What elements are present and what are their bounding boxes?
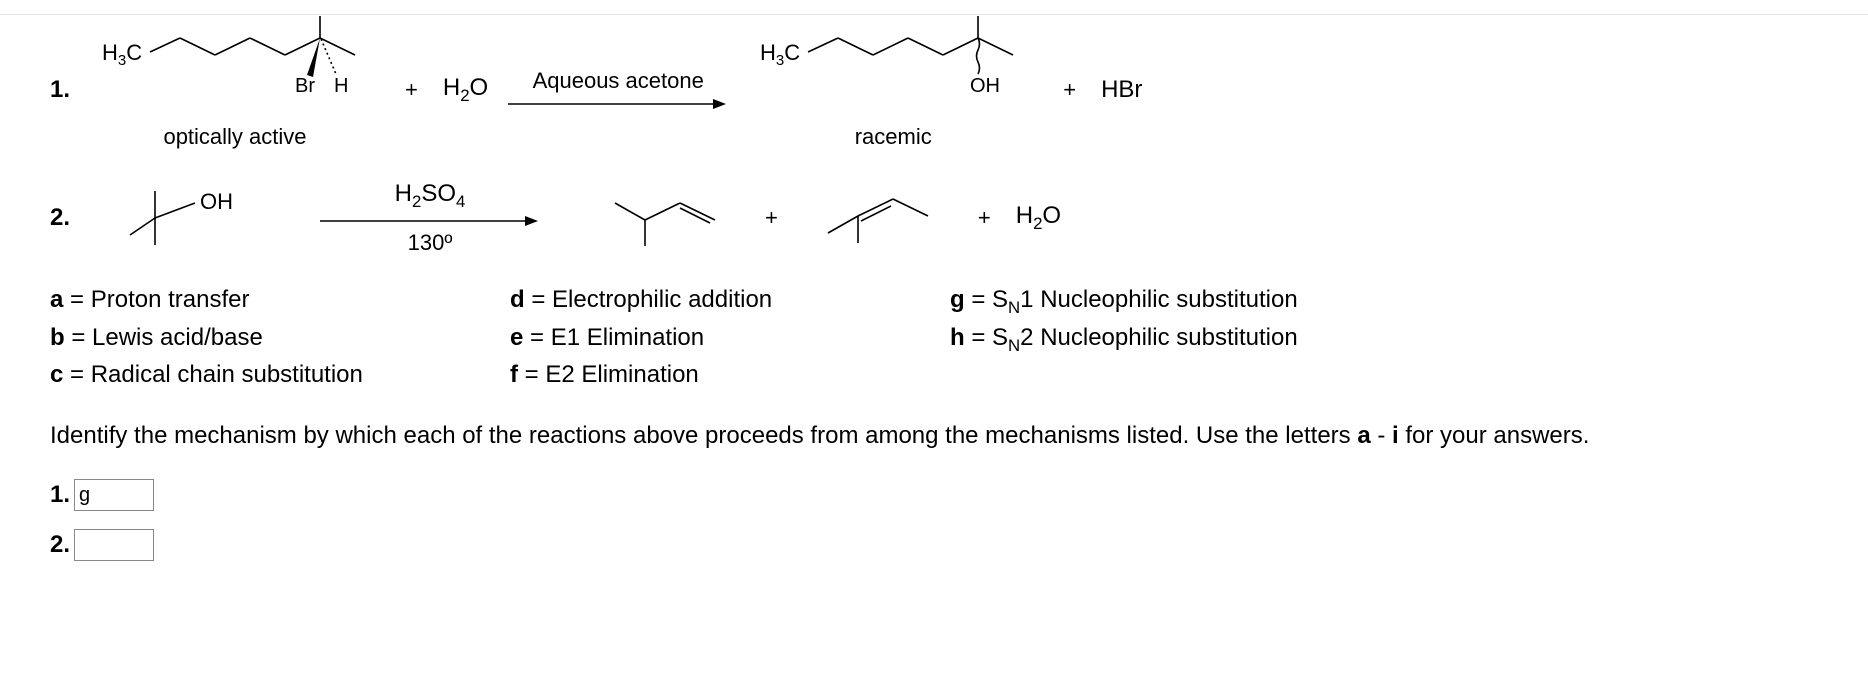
reaction-2-product-1	[600, 188, 730, 248]
key-f: f = E2 Elimination	[510, 361, 950, 389]
reagent-water: H2O	[443, 74, 488, 106]
key-d: d = Electrophilic addition	[510, 286, 950, 318]
plus-sign: +	[978, 205, 991, 231]
svg-text:H3C: H3C	[102, 40, 142, 69]
key-b: b = Lewis acid/base	[50, 324, 510, 356]
reaction-1-product-caption: racemic	[855, 124, 932, 150]
reaction-1-product-structure: H3C OH racemic	[758, 30, 1028, 150]
key-c: c = Radical chain substitution	[50, 361, 510, 389]
svg-text:OH: OH	[970, 75, 1000, 97]
divider-top	[0, 14, 1868, 15]
reaction-1-arrow: Aqueous acetone	[508, 68, 728, 112]
arrow-condition-bottom: 130º	[408, 230, 453, 256]
answer-row-1: 1.	[50, 479, 1828, 511]
key-e: e = E1 Elimination	[510, 324, 950, 356]
reaction-2-arrow: H2SO4 130º	[320, 180, 540, 256]
reaction-1-number: 1.	[50, 76, 90, 104]
svg-text:H3C: H3C	[760, 40, 800, 69]
svg-text:OH: OH	[200, 189, 233, 214]
reaction-2: 2. OH H2SO4 130º	[50, 180, 1828, 256]
arrow-condition-top: H2SO4	[395, 180, 466, 212]
plus-sign: +	[405, 77, 418, 103]
reaction-2-start-structure: OH	[100, 183, 270, 253]
reaction-1-start-structure: H3C Br H optically active	[100, 30, 370, 150]
key-g: g = SN1 Nucleophilic substitution	[950, 286, 1510, 318]
reaction-1: 1. H3C Br H	[50, 30, 1828, 150]
answer-2-input[interactable]	[74, 529, 154, 561]
page: 1. H3C Br H	[0, 0, 1868, 684]
answer-1-label: 1.	[50, 481, 70, 509]
answer-1-input[interactable]	[74, 479, 154, 511]
answer-2-label: 2.	[50, 531, 70, 559]
reaction-1-start-caption: optically active	[163, 124, 306, 150]
byproduct-water: H2O	[1016, 202, 1061, 234]
reaction-2-product-2	[813, 188, 943, 248]
plus-sign: +	[765, 205, 778, 231]
answer-row-2: 2.	[50, 529, 1828, 561]
plus-sign: +	[1063, 77, 1076, 103]
instruction-text: Identify the mechanism by which each of …	[50, 419, 1828, 454]
reaction-2-number: 2.	[50, 204, 90, 232]
key-a: a = Proton transfer	[50, 286, 510, 318]
key-h: h = SN2 Nucleophilic substitution	[950, 324, 1510, 356]
mechanism-key: a = Proton transfer d = Electrophilic ad…	[50, 286, 1828, 390]
arrow-condition-top: Aqueous acetone	[533, 68, 704, 94]
byproduct-hbr: HBr	[1101, 76, 1142, 104]
br-label: Br	[295, 75, 315, 97]
h-label: H	[334, 75, 348, 97]
